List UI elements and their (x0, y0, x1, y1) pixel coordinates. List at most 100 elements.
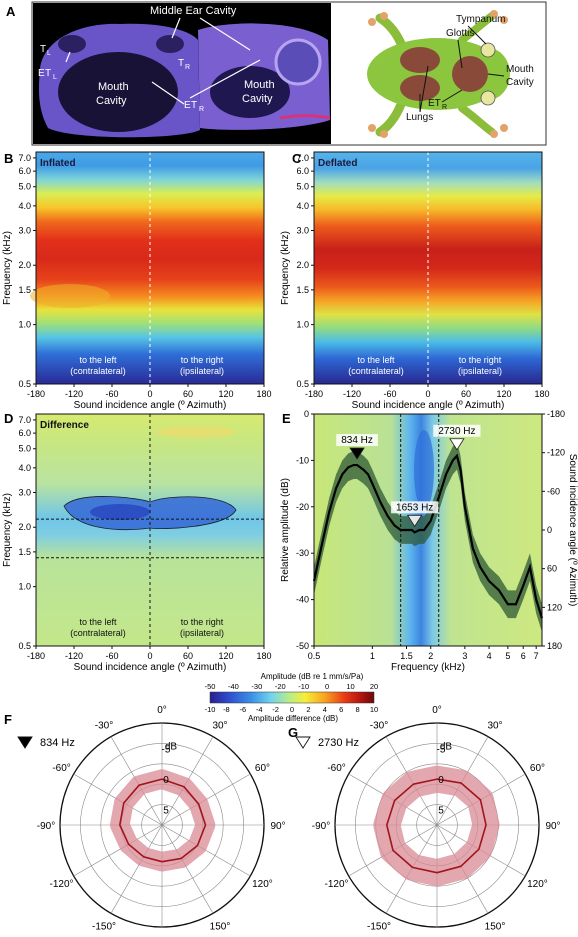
colorbar-top-tick: 0 (325, 682, 329, 691)
colorbar-top-tick: -40 (228, 682, 239, 691)
panel-letter-a: A (6, 4, 16, 19)
side-left-line1-b: to the left (79, 355, 117, 365)
side-right-line1-d: to the right (181, 617, 224, 627)
colorbar-bottom-tick: 6 (339, 705, 343, 714)
panel-letter-g: G (288, 725, 298, 740)
y-tick-label-d: 4.0 (18, 463, 31, 473)
peak-label-bg (391, 501, 439, 514)
polar-r-tick: -5 (437, 745, 446, 756)
side-right-line2-c: (ipsilateral) (458, 366, 502, 376)
ylabel-b: Frequency (kHz) (2, 231, 13, 305)
polar-r-tick: 0 (438, 775, 444, 786)
y-tick-label-e: -30 (296, 548, 309, 558)
polar-spoke (73, 824, 163, 877)
label-tr-sub: R (185, 64, 190, 71)
y-tick-label-b: 1.0 (18, 320, 31, 330)
x-tick-label-d: 120 (218, 651, 233, 661)
y2-tick-label-e: -120 (547, 448, 565, 458)
x-tick-label-e: 6 (521, 651, 526, 661)
y-tick-label-d: 3.0 (18, 487, 31, 497)
y-tick-label-b: 1.5 (18, 285, 31, 295)
colorbar-top-tick: -20 (275, 682, 286, 691)
label-et: T (45, 68, 51, 79)
y-tick-label-e: -40 (296, 595, 309, 605)
mouth-cavity-left (58, 52, 178, 132)
x-tick-label-b: 180 (256, 389, 271, 399)
x-tick-label-b: 0 (147, 389, 152, 399)
colorbar-top-tick: -10 (298, 682, 309, 691)
x-tick-label-e: 3 (462, 651, 467, 661)
heatmap-b-blob (30, 284, 110, 308)
label-et2: T (191, 100, 197, 111)
y2label-e: Sound incidence angle (º Azimuth) (567, 454, 578, 607)
label-middle-ear-cavity: Middle Ear Cavity (150, 5, 237, 17)
polar-r-unit: dB (440, 742, 453, 753)
polar-angle-label: -60° (327, 763, 345, 774)
x-tick-label-c: 60 (461, 389, 471, 399)
panel-letter-d: D (4, 411, 13, 426)
polar-r-tick: -5 (162, 745, 171, 756)
y-tick-label-c: 2.0 (296, 260, 309, 270)
polar-plot-g: G 0°30°60°90°120°150°±180°-150°-120°-90°… (288, 705, 561, 932)
label-lungs: Lungs (406, 112, 433, 123)
label-et-frog: ET (428, 98, 441, 109)
heatmap-b-inset-label: Inflated (40, 158, 76, 169)
panel-letter-b: B (4, 151, 13, 166)
y2-tick-label-e: 180 (547, 641, 562, 651)
label-et-frog-sub: R (442, 104, 447, 111)
colorbar-gradient (209, 691, 375, 704)
x-tick-label-b: -120 (65, 389, 83, 399)
polar-r-tick: 0 (163, 775, 169, 786)
polar-angle-label: 90° (545, 821, 560, 832)
side-left-line2-b: (contralateral) (70, 366, 126, 376)
middle-ear-right (156, 35, 184, 53)
polar-angle-label: 150° (485, 921, 506, 932)
polar-angle-label: -150° (367, 921, 391, 932)
x-tick-label-d: -60 (105, 651, 118, 661)
colorbar-bottom-tick: 10 (370, 705, 378, 714)
colorbar-top-tick: 10 (346, 682, 354, 691)
x-tick-label-e: 1.5 (400, 651, 413, 661)
label-tr: T (178, 58, 184, 69)
ylabel-c: Frequency (kHz) (280, 231, 291, 305)
y-tick-label-c: 3.0 (296, 225, 309, 235)
confidence-band (314, 441, 542, 633)
y-tick-label-b: 2.0 (18, 260, 31, 270)
y-tick-label-c: 0.5 (296, 379, 309, 389)
y-tick-label-d: 1.5 (18, 547, 31, 557)
x-tick-label-c: 180 (534, 389, 549, 399)
polar-angle-label: -90° (37, 821, 55, 832)
x-tick-label-c: 0 (425, 389, 430, 399)
panel-letter-e: E (282, 411, 291, 426)
colorbar-top-tick: -30 (251, 682, 262, 691)
xlabel-e: Frequency (kHz) (391, 662, 465, 673)
x-tick-label-e: 4 (487, 651, 492, 661)
heatmap-panel-b: B Inflated (4, 151, 264, 384)
panel-e-blue-streak (414, 430, 434, 510)
polar-spoke (110, 824, 163, 914)
y-tick-label-b: 6.0 (18, 166, 31, 176)
polar-angle-label: 60° (530, 763, 545, 774)
middle-ear-left (58, 35, 86, 53)
side-left-line2-d: (contralateral) (70, 628, 126, 638)
y-tick-label-d: 5.0 (18, 444, 31, 454)
y-tick-label-c: 5.0 (296, 182, 309, 192)
x-tick-label-d: 0 (147, 651, 152, 661)
colorbar-top-tick: -50 (205, 682, 216, 691)
heatmap-d-minimum (90, 504, 150, 520)
y-tick-label-e: -10 (296, 455, 309, 465)
polar-r-tick: 5 (163, 806, 169, 817)
label-e: E (38, 68, 45, 79)
xlabel-c: Sound incidence angle (º Azimuth) (352, 400, 505, 411)
y2-tick-label-e: 120 (547, 602, 562, 612)
y-tick-label-c: 6.0 (296, 166, 309, 176)
y-tick-label-b: 4.0 (18, 201, 31, 211)
mouth-cavity-right (210, 66, 290, 118)
amplitude-line (312, 453, 544, 619)
y-tick-label-d: 2.0 (18, 522, 31, 532)
y-tick-label-e: -50 (296, 641, 309, 651)
polar-angle-label: -150° (92, 921, 116, 932)
x-tick-label-e: 5 (505, 651, 510, 661)
y-tick-label-d: 0.5 (18, 641, 31, 651)
